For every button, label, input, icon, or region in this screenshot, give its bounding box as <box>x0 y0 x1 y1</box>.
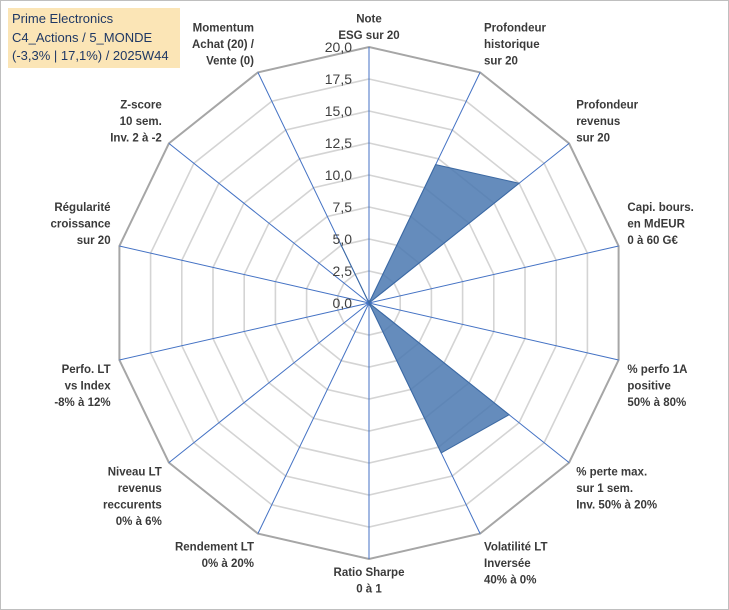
axis-label-line: croissance <box>50 219 110 231</box>
tick-label: 7,5 <box>333 199 353 215</box>
tick-label: 17,5 <box>325 71 352 87</box>
axis-label: Ratio Sharpe 0 à 1 <box>334 567 405 596</box>
axis-label-line: positive <box>627 381 670 393</box>
axis-label: % perte max. sur 1 sem. Inv. 50% à 20% <box>576 467 657 512</box>
axis-label: Z-score 10 sem. Inv. 2 à -2 <box>110 99 162 144</box>
axis-label: Momentum Achat (20) / Vente (0) <box>192 22 255 67</box>
chart-title-company: Prime Electronics <box>12 11 114 26</box>
radar-spoke <box>119 245 370 304</box>
radar-spoke <box>168 302 370 463</box>
axis-label-line: Inv. 2 à -2 <box>110 132 162 144</box>
axis-label-line: reccurents <box>103 500 162 512</box>
chart-title-category: C4_Actions / 5_MONDE <box>12 29 153 45</box>
axis-label-line: sur 1 sem. <box>576 483 633 495</box>
axis-label-line: 50% à 80% <box>627 397 686 409</box>
axis-label: Note ESG sur 20 <box>338 14 399 43</box>
axis-label-line: Z-score <box>120 99 162 111</box>
axis-label-line: Note <box>356 14 382 26</box>
tick-label: 15,0 <box>325 103 352 119</box>
axis-label-line: Profondeur <box>484 22 546 34</box>
axis-label: Profondeur revenus sur 20 <box>576 99 638 144</box>
axis-label-line: Momentum <box>193 22 254 34</box>
tick-label: 12,5 <box>325 135 352 151</box>
axis-label-line: Rendement LT <box>175 542 254 554</box>
radar-spoke <box>119 302 370 361</box>
axis-label-line: Achat (20) / <box>192 39 255 51</box>
tick-label: 0,0 <box>333 295 353 311</box>
axis-label-line: revenus <box>118 483 162 495</box>
axis-label-line: Niveau LT <box>108 467 162 479</box>
radar-spoke <box>257 302 370 534</box>
axis-label-line: vs Index <box>65 381 112 393</box>
axis-label: Rendement LT 0% à 20% <box>175 542 254 571</box>
axis-label-line: 0% à 6% <box>116 516 162 528</box>
tick-label: 20,0 <box>325 39 352 55</box>
tick-label: 5,0 <box>333 231 353 247</box>
axis-label-line: Perfo. LT <box>62 364 111 376</box>
series-area <box>339 164 521 454</box>
axis-label-line: sur 20 <box>484 55 518 67</box>
axis-label-line: 40% à 0% <box>484 575 536 587</box>
axis-label-line: % perfo 1A <box>627 364 687 376</box>
axis-label-line: en MdEUR <box>627 219 685 231</box>
tick-label: 2,5 <box>333 263 353 279</box>
axis-label-line: 0 à 60 G€ <box>627 235 678 247</box>
radar-axis-labels: Note ESG sur 20 Profondeur historique sur 20… <box>50 14 693 596</box>
axis-label-line: % perte max. <box>576 467 647 479</box>
radar-spoke <box>368 302 619 361</box>
axis-label-line: sur 20 <box>576 132 610 144</box>
chart-title-box: Prime Electronics C4_Actions / 5_MONDE (… <box>8 8 180 68</box>
axis-label: Volatilité LT Inversée 40% à 0% <box>484 542 547 587</box>
axis-label: % perfo 1A positive 50% à 80% <box>627 364 687 409</box>
axis-label: Perfo. LT vs Index -8% à 12% <box>54 364 111 409</box>
axis-label-line: ESG sur 20 <box>338 30 399 42</box>
axis-label-line: Régularité <box>54 202 110 214</box>
radar-tick-labels: 0,0 2,5 5,0 7,5 10,0 12,5 15,0 17,5 20,0 <box>325 39 352 311</box>
axis-label-line: Profondeur <box>576 99 638 111</box>
axis-label-line: sur 20 <box>77 235 111 247</box>
radar-spoke <box>368 245 619 304</box>
tick-label: 10,0 <box>325 167 352 183</box>
axis-label-line: 10 sem. <box>120 116 162 128</box>
axis-label-line: Inv. 50% à 20% <box>576 500 657 512</box>
radar-spoke <box>168 143 370 304</box>
axis-label-line: -8% à 12% <box>54 397 110 409</box>
axis-label-line: Ratio Sharpe <box>334 567 405 579</box>
axis-label-line: Capi. bours. <box>627 202 693 214</box>
axis-label-line: revenus <box>576 116 620 128</box>
axis-label: Profondeur historique sur 20 <box>484 22 546 67</box>
radar-series <box>339 164 521 454</box>
axis-label-line: Volatilité LT <box>484 542 547 554</box>
chart-title-period: (-3,3% | 17,1%) / 2025W44 <box>12 48 169 63</box>
axis-label-line: 0 à 1 <box>356 584 382 596</box>
axis-label-line: historique <box>484 39 540 51</box>
axis-label-line: 0% à 20% <box>202 558 254 570</box>
axis-label: Capi. bours. en MdEUR 0 à 60 G€ <box>627 202 693 247</box>
axis-label-line: Inversée <box>484 558 531 570</box>
axis-label: Niveau LT revenus reccurents 0% à 6% <box>103 467 162 528</box>
axis-label: Régularité croissance sur 20 <box>50 202 110 247</box>
axis-label-line: Vente (0) <box>206 55 254 67</box>
